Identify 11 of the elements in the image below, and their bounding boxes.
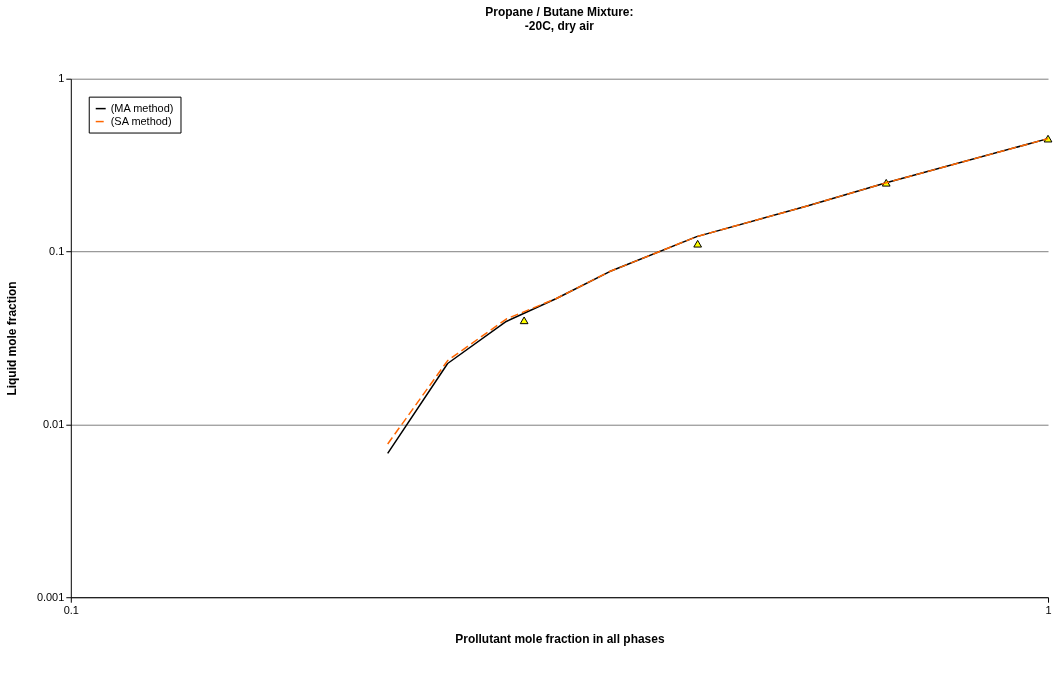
x-axis-title: Prollutant mole fraction in all phases bbox=[455, 631, 665, 646]
y-tick-label: 0.01 bbox=[42, 417, 65, 430]
y-tick-label: 0.1 bbox=[49, 245, 65, 258]
y-tick-label: 0.001 bbox=[36, 590, 65, 603]
y-axis-title: Liquid mole fraction bbox=[4, 281, 19, 396]
legend-label: (SA method) bbox=[110, 114, 172, 127]
y-tick-label: 1 bbox=[58, 72, 65, 85]
point bbox=[693, 239, 703, 248]
legend-label: (MA method) bbox=[110, 101, 174, 114]
chart-title: Propane / Butane Mixture: -20C, dry air bbox=[485, 4, 634, 33]
point bbox=[519, 316, 529, 325]
